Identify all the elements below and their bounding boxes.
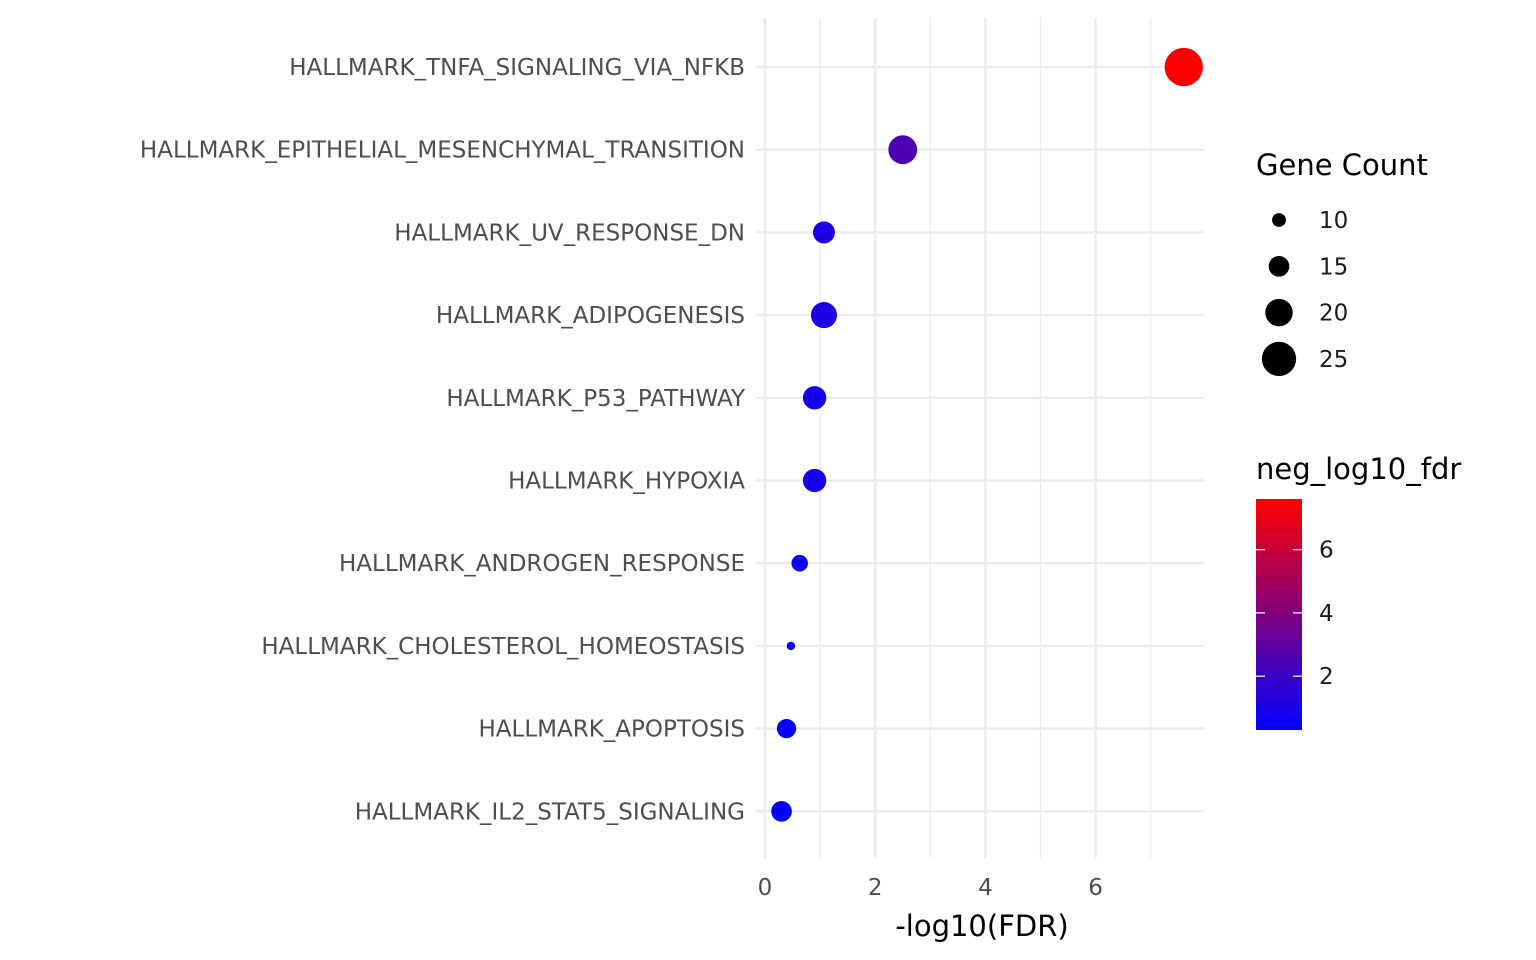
category-label: HALLMARK_ANDROGEN_RESPONSE <box>339 551 745 577</box>
data-point <box>802 468 827 493</box>
category-label: HALLMARK_IL2_STAT5_SIGNALING <box>355 799 745 825</box>
data-point <box>810 302 837 329</box>
data-points <box>771 47 1203 822</box>
x-axis: -log10(FDR) 0 2 4 6 <box>758 875 1103 943</box>
category-label: HALLMARK_CHOLESTEROL_HOMEOSTASIS <box>261 634 745 660</box>
size-legend-key <box>1261 341 1297 377</box>
grid-lines <box>756 18 1204 858</box>
category-label: HALLMARK_ADIPOGENESIS <box>436 303 745 329</box>
size-legend-key <box>1265 298 1293 327</box>
size-legend-label: 10 <box>1319 208 1348 234</box>
color-legend: neg_log10_fdr 2 4 6 <box>1256 452 1461 730</box>
data-point <box>786 641 796 651</box>
data-point <box>802 386 827 410</box>
x-tick-label: 2 <box>868 875 883 901</box>
colorbar-label: 6 <box>1319 538 1334 564</box>
data-point <box>888 135 918 165</box>
category-label: HALLMARK_UV_RESPONSE_DN <box>394 220 745 246</box>
category-label: HALLMARK_APOPTOSIS <box>478 717 745 743</box>
size-legend-title: Gene Count <box>1256 148 1428 182</box>
size-legend-label: 15 <box>1319 254 1348 280</box>
x-tick-label: 0 <box>758 875 773 901</box>
data-point <box>791 554 808 572</box>
plot-panel <box>756 18 1204 858</box>
colorbar-label: 4 <box>1319 601 1334 627</box>
category-label: HALLMARK_EPITHELIAL_MESENCHYMAL_TRANSITI… <box>140 138 745 164</box>
size-legend-key <box>1268 255 1290 277</box>
category-label: HALLMARK_TNFA_SIGNALING_VIA_NFKB <box>289 55 745 81</box>
colorbar <box>1256 499 1302 730</box>
data-point <box>1164 47 1203 87</box>
x-tick-label: 6 <box>1088 875 1103 901</box>
size-legend-key <box>1272 213 1286 227</box>
data-point <box>776 718 797 739</box>
category-label: HALLMARK_HYPOXIA <box>508 469 745 495</box>
data-point <box>771 800 792 822</box>
x-tick-label: 4 <box>978 875 993 901</box>
y-axis: HALLMARK_TNFA_SIGNALING_VIA_NFKB HALLMARK… <box>140 55 746 825</box>
category-label: HALLMARK_P53_PATHWAY <box>446 386 746 412</box>
size-legend-label: 25 <box>1319 347 1348 373</box>
data-point <box>812 221 835 244</box>
x-axis-title: -log10(FDR) <box>895 909 1068 943</box>
size-legend: Gene Count 10 15 20 25 <box>1256 148 1428 377</box>
color-legend-title: neg_log10_fdr <box>1256 452 1461 486</box>
size-legend-label: 20 <box>1319 301 1348 327</box>
colorbar-label: 2 <box>1319 664 1334 690</box>
